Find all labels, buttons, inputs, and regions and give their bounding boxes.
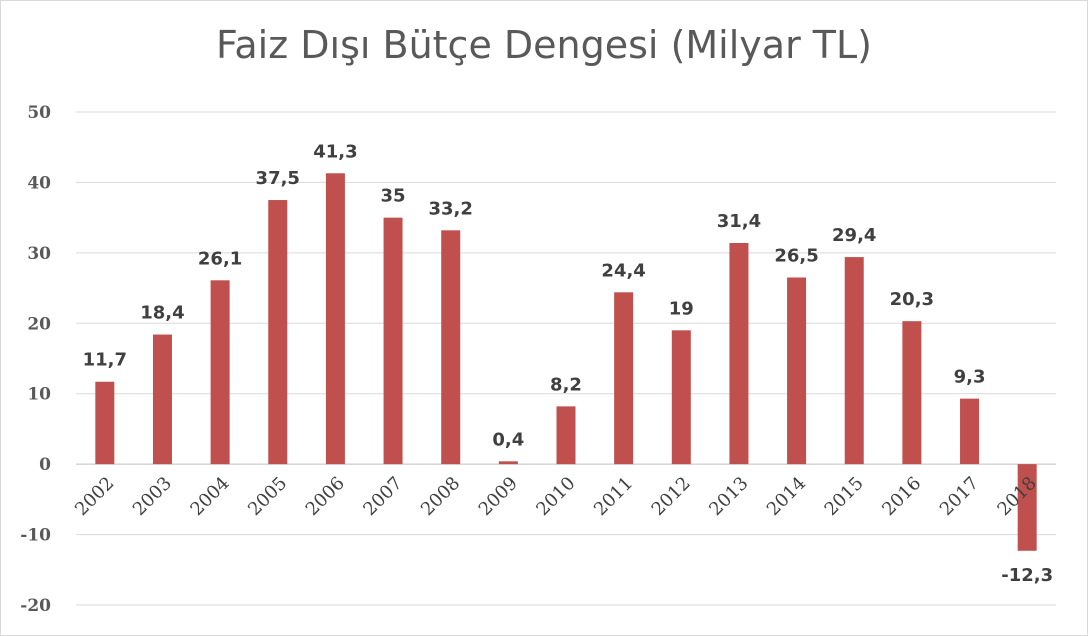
x-tick-label: 2008 bbox=[417, 473, 464, 520]
data-label: 20,3 bbox=[890, 289, 934, 310]
bar bbox=[614, 292, 634, 465]
y-tick-label: 30 bbox=[27, 244, 51, 264]
bar bbox=[729, 242, 749, 465]
data-label: 24,4 bbox=[601, 260, 645, 281]
x-tick-label: 2015 bbox=[821, 473, 868, 520]
y-tick-label: -10 bbox=[20, 526, 51, 546]
y-tick-label: 40 bbox=[27, 173, 51, 193]
x-tick-label: 2017 bbox=[936, 473, 983, 520]
x-tick-label: 2005 bbox=[244, 473, 291, 520]
bar bbox=[95, 381, 115, 465]
x-tick-label: 2004 bbox=[186, 473, 233, 520]
data-label: 41,3 bbox=[313, 141, 357, 162]
bar bbox=[498, 461, 518, 465]
y-tick-label: 20 bbox=[27, 314, 51, 334]
data-label: 9,3 bbox=[954, 367, 986, 388]
x-tick-label: 2014 bbox=[763, 473, 810, 520]
data-label: -12,3 bbox=[1001, 565, 1053, 586]
bar bbox=[152, 334, 172, 465]
bar bbox=[844, 257, 864, 465]
y-tick-label: 10 bbox=[27, 385, 51, 405]
data-label: 19 bbox=[669, 298, 694, 319]
x-tick-label: 2013 bbox=[705, 473, 752, 520]
y-tick-label: 50 bbox=[27, 103, 51, 123]
data-label: 18,4 bbox=[140, 303, 184, 324]
data-label: 33,2 bbox=[428, 198, 472, 219]
y-tick-label: -20 bbox=[20, 596, 51, 616]
bar bbox=[1017, 464, 1037, 551]
x-tick-label: 2011 bbox=[590, 473, 637, 520]
bar bbox=[210, 280, 230, 465]
data-label: 31,4 bbox=[717, 211, 761, 232]
x-tick-label: 2016 bbox=[878, 473, 925, 520]
bar bbox=[671, 330, 691, 465]
data-label: 37,5 bbox=[256, 168, 300, 189]
x-tick-label: 2006 bbox=[302, 473, 349, 520]
bar bbox=[325, 173, 345, 465]
data-label: 8,2 bbox=[550, 374, 582, 395]
x-tick-label: 2010 bbox=[532, 473, 579, 520]
bar bbox=[556, 406, 576, 465]
data-label: 26,1 bbox=[198, 248, 242, 269]
x-tick-label: 2009 bbox=[475, 473, 522, 520]
bar bbox=[268, 200, 288, 465]
bar bbox=[902, 321, 922, 465]
data-label: 35 bbox=[381, 186, 406, 207]
data-label: 29,4 bbox=[832, 225, 876, 246]
bar bbox=[383, 217, 403, 465]
chart-title: Faiz Dışı Bütçe Dengesi (Milyar TL) bbox=[216, 23, 872, 67]
data-label: 0,4 bbox=[492, 429, 524, 450]
x-tick-label: 2012 bbox=[648, 473, 695, 520]
bar bbox=[960, 398, 980, 465]
y-tick-label: 0 bbox=[39, 455, 51, 475]
x-tick-label: 2002 bbox=[71, 473, 118, 520]
bar bbox=[787, 277, 807, 465]
x-tick-label: 2007 bbox=[359, 473, 406, 520]
x-tick-label: 2003 bbox=[129, 473, 176, 520]
data-label: 11,7 bbox=[83, 350, 127, 371]
data-label: 26,5 bbox=[774, 246, 818, 267]
bar bbox=[441, 230, 461, 465]
